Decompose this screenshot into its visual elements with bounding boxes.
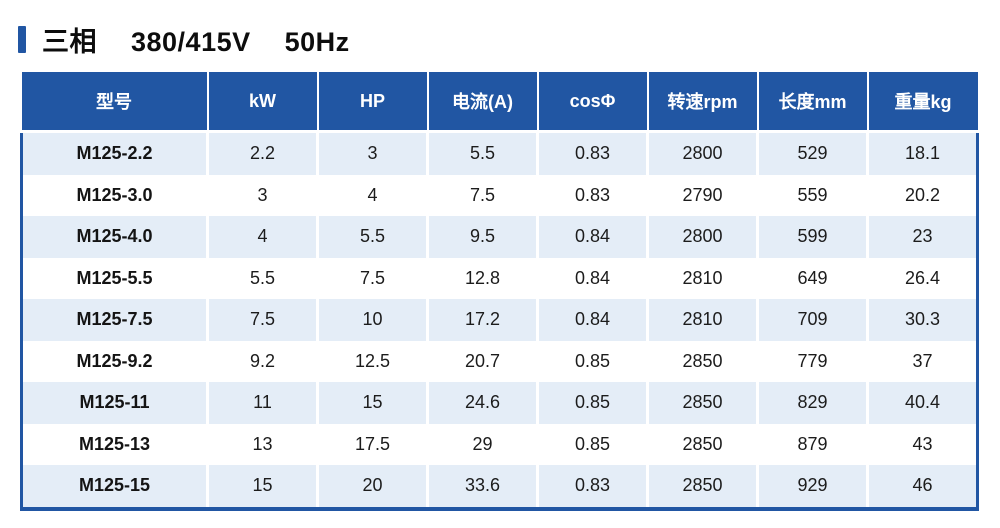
table-cell: 20.7 bbox=[426, 340, 538, 382]
model-cell: M125-13 bbox=[21, 423, 208, 465]
table-row: M125-7.5 7.5 10 17.2 0.84 2810 709 30.3 bbox=[21, 299, 978, 341]
table-cell: 5.5 bbox=[206, 257, 318, 299]
table-cell: 2850 bbox=[646, 423, 758, 465]
table-cell: 829 bbox=[756, 382, 868, 424]
table-cell: 9.5 bbox=[426, 216, 538, 258]
column-header-1: 型号 bbox=[21, 72, 208, 133]
table-cell: 9.2 bbox=[206, 340, 318, 382]
table-cell: 529 bbox=[756, 131, 868, 175]
table-cell: 15 bbox=[316, 382, 428, 424]
table-cell: 709 bbox=[756, 299, 868, 341]
column-header-7: 长度mm bbox=[756, 72, 868, 133]
table-cell: 23 bbox=[866, 216, 978, 258]
table-cell: 29 bbox=[426, 423, 538, 465]
table-cell: 7.5 bbox=[426, 174, 538, 216]
table-header-row: 型号 kW HP 电流(A) cosΦ 转速rpm 长度mm 重量kg bbox=[21, 72, 978, 133]
table-cell: 0.83 bbox=[536, 465, 648, 509]
table-cell: 599 bbox=[756, 216, 868, 258]
table-cell: 559 bbox=[756, 174, 868, 216]
table-row: M125-11 11 15 24.6 0.85 2850 829 40.4 bbox=[21, 382, 978, 424]
table-cell: 2810 bbox=[646, 257, 758, 299]
table-cell: 779 bbox=[756, 340, 868, 382]
table-cell: 12.8 bbox=[426, 257, 538, 299]
table-cell: 43 bbox=[866, 423, 978, 465]
model-cell: M125-7.5 bbox=[21, 299, 208, 341]
table-cell: 7.5 bbox=[316, 257, 428, 299]
table-cell: 0.85 bbox=[536, 340, 648, 382]
spec-table: 型号 kW HP 电流(A) cosΦ 转速rpm 长度mm 重量kg M125-2.2 2.2… bbox=[20, 72, 979, 511]
table-cell: 30.3 bbox=[866, 299, 978, 341]
model-cell: M125-2.2 bbox=[21, 131, 208, 175]
table-cell: 2.2 bbox=[206, 131, 318, 175]
table-cell: 879 bbox=[756, 423, 868, 465]
model-cell: M125-5.5 bbox=[21, 257, 208, 299]
model-cell: M125-9.2 bbox=[21, 340, 208, 382]
column-header-5: cosΦ bbox=[536, 72, 648, 133]
table-cell: 20 bbox=[316, 465, 428, 509]
table-cell: 13 bbox=[206, 423, 318, 465]
table-row: M125-5.5 5.5 7.5 12.8 0.84 2810 649 26.4 bbox=[21, 257, 978, 299]
column-header-4: 电流(A) bbox=[426, 72, 538, 133]
table-cell: 0.84 bbox=[536, 216, 648, 258]
table-row: M125-15 15 20 33.6 0.83 2850 929 46 bbox=[21, 465, 978, 509]
table-cell: 10 bbox=[316, 299, 428, 341]
table-cell: 7.5 bbox=[206, 299, 318, 341]
column-header-3: HP bbox=[316, 72, 428, 133]
table-cell: 2850 bbox=[646, 465, 758, 509]
table-cell: 0.84 bbox=[536, 257, 648, 299]
table-cell: 2850 bbox=[646, 382, 758, 424]
title-accent-bar bbox=[18, 26, 26, 53]
table-cell: 26.4 bbox=[866, 257, 978, 299]
table-cell: 4 bbox=[316, 174, 428, 216]
table-header: 型号 kW HP 电流(A) cosΦ 转速rpm 长度mm 重量kg bbox=[21, 72, 978, 133]
table-row: M125-2.2 2.2 3 5.5 0.83 2800 529 18.1 bbox=[21, 131, 978, 175]
table-cell: 649 bbox=[756, 257, 868, 299]
table-cell: 5.5 bbox=[426, 131, 538, 175]
table-cell: 33.6 bbox=[426, 465, 538, 509]
table-cell: 11 bbox=[206, 382, 318, 424]
table-cell: 4 bbox=[206, 216, 318, 258]
table-cell: 37 bbox=[866, 340, 978, 382]
table-row: M125-3.0 3 4 7.5 0.83 2790 559 20.2 bbox=[21, 174, 978, 216]
table-cell: 18.1 bbox=[866, 131, 978, 175]
column-header-2: kW bbox=[206, 72, 318, 133]
table-cell: 0.83 bbox=[536, 174, 648, 216]
table-body: M125-2.2 2.2 3 5.5 0.83 2800 529 18.1 M125-3.0 3 4… bbox=[21, 131, 978, 509]
table-cell: 2800 bbox=[646, 131, 758, 175]
table-cell: 17.5 bbox=[316, 423, 428, 465]
table-cell: 2800 bbox=[646, 216, 758, 258]
model-cell: M125-4.0 bbox=[21, 216, 208, 258]
page-title: 三相 380/415V 50Hz bbox=[42, 27, 350, 57]
table-cell: 929 bbox=[756, 465, 868, 509]
table-cell: 3 bbox=[316, 131, 428, 175]
table-cell: 12.5 bbox=[316, 340, 428, 382]
model-cell: M125-3.0 bbox=[21, 174, 208, 216]
section-title: 三相 380/415V 50Hz bbox=[18, 20, 350, 59]
table-cell: 46 bbox=[866, 465, 978, 509]
table-row: M125-9.2 9.2 12.5 20.7 0.85 2850 779 37 bbox=[21, 340, 978, 382]
table-cell: 24.6 bbox=[426, 382, 538, 424]
table-row: M125-13 13 17.5 29 0.85 2850 879 43 bbox=[21, 423, 978, 465]
table-row: M125-4.0 4 5.5 9.5 0.84 2800 599 23 bbox=[21, 216, 978, 258]
table-cell: 5.5 bbox=[316, 216, 428, 258]
model-cell: M125-11 bbox=[21, 382, 208, 424]
table-cell: 0.84 bbox=[536, 299, 648, 341]
table-cell: 0.85 bbox=[536, 382, 648, 424]
table-cell: 3 bbox=[206, 174, 318, 216]
table-cell: 20.2 bbox=[866, 174, 978, 216]
table-cell: 2850 bbox=[646, 340, 758, 382]
table-cell: 2790 bbox=[646, 174, 758, 216]
column-header-6: 转速rpm bbox=[646, 72, 758, 133]
column-header-8: 重量kg bbox=[866, 72, 978, 133]
table-cell: 40.4 bbox=[866, 382, 978, 424]
table-cell: 0.83 bbox=[536, 131, 648, 175]
model-cell: M125-15 bbox=[21, 465, 208, 509]
table-cell: 0.85 bbox=[536, 423, 648, 465]
table-cell: 15 bbox=[206, 465, 318, 509]
table-cell: 17.2 bbox=[426, 299, 538, 341]
table-cell: 2810 bbox=[646, 299, 758, 341]
